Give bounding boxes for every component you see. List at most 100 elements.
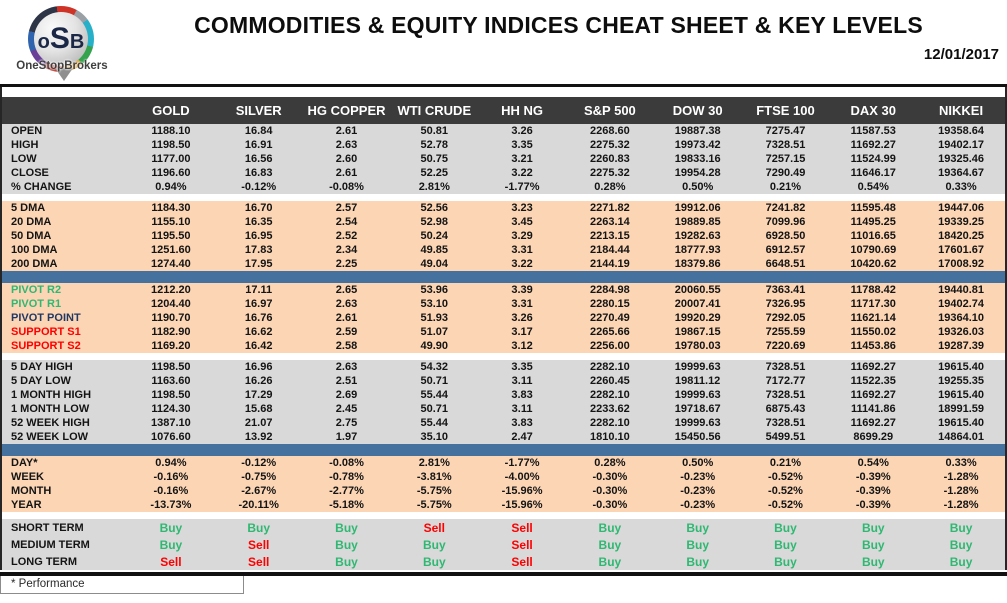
table-cell: 11550.02 <box>850 326 896 338</box>
table-cell: 3.45 <box>511 216 533 228</box>
table-cell: 6928.50 <box>765 230 806 242</box>
table-cell: 53.10 <box>420 298 449 310</box>
table-cell: -0.30% <box>592 471 628 483</box>
logo-monogram: oSB <box>37 22 85 55</box>
table-cell: 2.63 <box>335 361 358 373</box>
table-cell: 0.94% <box>155 457 187 469</box>
row-label: 5 DAY LOW <box>11 375 71 387</box>
table-cell: 2.63 <box>335 298 358 310</box>
table-cell: 50.81 <box>420 125 449 137</box>
table-cell: Buy <box>861 537 885 552</box>
table-cell: 3.29 <box>511 230 533 242</box>
table-cell: 3.26 <box>511 312 533 324</box>
table-cell: -0.39% <box>855 499 891 511</box>
table-cell: -0.12% <box>241 457 277 469</box>
page-header: oSB OneStopBrokers COMMODITIES & EQUITY … <box>0 0 1007 84</box>
table-cell: 3.22 <box>511 258 533 270</box>
table-cell: 0.50% <box>682 457 714 469</box>
table-cell: -0.23% <box>680 485 716 497</box>
table-cell: -13.73% <box>150 499 192 511</box>
table-cell: 19615.40 <box>938 361 985 373</box>
table-cell: 1274.40 <box>151 258 191 270</box>
row-label: 52 WEEK LOW <box>11 431 89 443</box>
table-cell: -0.39% <box>855 485 891 497</box>
table-cell: 49.04 <box>420 258 449 270</box>
table-cell: 0.94% <box>155 181 187 193</box>
table-cell: 1212.20 <box>151 284 191 296</box>
table-cell: 55.44 <box>420 417 449 429</box>
table-cell: 2268.60 <box>590 125 630 137</box>
table-cell: -0.08% <box>329 181 364 193</box>
table-cell: 2.25 <box>335 258 358 270</box>
row-label: 5 DAY HIGH <box>11 361 73 373</box>
table-cell: 2.57 <box>335 202 358 214</box>
table-cell: 19287.39 <box>938 340 985 352</box>
row-label: SUPPORT S2 <box>11 340 81 352</box>
column-header: S&P 500 <box>583 103 636 118</box>
table-cell: 19887.38 <box>674 125 721 137</box>
table-cell: -4.00% <box>504 471 540 483</box>
table-row: LOW 1177.00 16.56 2.60 50.75 3.21 2260.83 19833… <box>2 152 1005 166</box>
footer-divider-line <box>0 572 1007 576</box>
table-cell: Buy <box>247 520 271 535</box>
table-cell: 16.84 <box>244 125 273 137</box>
table-cell: 20060.55 <box>674 284 721 296</box>
table-cell: 19889.85 <box>674 216 721 228</box>
table-cell: 7328.51 <box>765 361 806 373</box>
table-cell: 2.81% <box>418 457 450 469</box>
table-cell: 19325.46 <box>938 153 985 165</box>
table-cell: 18420.25 <box>938 230 985 242</box>
table-cell: 1124.30 <box>151 403 191 415</box>
table-cell: -0.30% <box>592 485 628 497</box>
table-cell: 2.81% <box>418 181 450 193</box>
table-cell: -3.81% <box>416 471 452 483</box>
table-cell: Sell <box>511 520 533 535</box>
row-label: % CHANGE <box>11 181 72 193</box>
table-cell: Sell <box>248 554 270 569</box>
table-cell: 3.35 <box>511 139 533 151</box>
table-cell: 1182.90 <box>151 326 191 338</box>
table-row: MEDIUM TERM Buy Sell Buy Buy Sell Buy Buy Buy Buy… <box>2 536 1005 553</box>
table-cell: 1198.50 <box>151 389 191 401</box>
row-label: SHORT TERM <box>11 521 84 534</box>
table-cell: 0.28% <box>594 181 626 193</box>
table-cell: 2284.98 <box>590 284 630 296</box>
column-header: HH NG <box>501 103 544 118</box>
table-cell: 2.45 <box>335 403 358 415</box>
table-cell: 1196.60 <box>151 167 191 179</box>
table-row: 5 DMA 1184.30 16.70 2.57 52.56 3.23 2271.82 199… <box>2 201 1005 215</box>
table-cell: Buy <box>598 554 622 569</box>
table-cell: -1.28% <box>943 499 979 511</box>
table-cell: -1.77% <box>504 181 540 193</box>
table-cell: 2233.62 <box>590 403 630 415</box>
table-cell: 2275.32 <box>590 139 630 151</box>
table-cell: 50.75 <box>420 153 449 165</box>
table-cell: -0.52% <box>768 485 803 497</box>
table-row: 50 DMA 1195.50 16.95 2.52 50.24 3.29 2213.15 19… <box>2 229 1005 243</box>
table-cell: 2184.44 <box>590 244 630 256</box>
table-row: DAY* 0.94% -0.12% -0.08% 2.81% -1.77% 0.28% 0.5… <box>2 456 1005 470</box>
table-cell: 19255.35 <box>938 375 985 387</box>
table-cell: 11495.25 <box>850 216 896 228</box>
table-cell: 7220.69 <box>765 340 806 352</box>
table-row: 1 MONTH HIGH 1198.50 17.29 2.69 55.44 3.83 228… <box>2 388 1005 402</box>
table-cell: 18379.86 <box>674 258 721 270</box>
table-cell: 15450.56 <box>674 431 721 443</box>
table-cell: Buy <box>861 554 885 569</box>
table-cell: -5.75% <box>416 499 452 511</box>
row-label: MONTH <box>11 485 52 497</box>
table-cell: -5.18% <box>329 499 364 511</box>
table-cell: 50.24 <box>420 230 449 242</box>
table-cell: 1204.40 <box>151 298 191 310</box>
table-cell: 2.51 <box>335 375 358 387</box>
table-cell: 2282.10 <box>590 361 630 373</box>
table-cell: 1198.50 <box>151 361 191 373</box>
column-header: WTI CRUDE <box>397 103 472 118</box>
table-row: SHORT TERM Buy Buy Buy Sell Sell Buy Buy Buy Buy B… <box>2 519 1005 536</box>
table-cell: 7328.51 <box>765 139 806 151</box>
table-cell: 19364.10 <box>938 312 985 324</box>
table-cell: Buy <box>861 520 885 535</box>
table-cell: 14864.01 <box>938 431 985 443</box>
logo-inner-circle: oSB <box>34 12 88 66</box>
table-cell: 15.68 <box>244 403 273 415</box>
